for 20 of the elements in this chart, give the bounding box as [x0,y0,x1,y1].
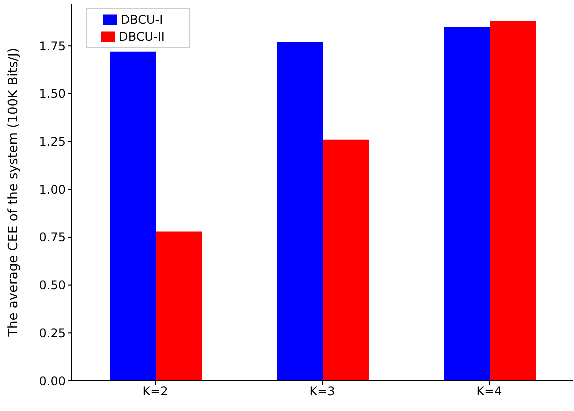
bar [323,140,369,381]
y-tick-label: 1.75 [39,39,66,54]
y-tick-label: 1.00 [39,182,66,197]
bar [277,42,323,381]
bar [444,26,490,381]
y-axis-title: The average CEE of the system (100K Bits/J) [6,48,22,338]
x-tick-label: K=2 [142,384,168,399]
y-tick-label: 1.50 [39,87,66,102]
y-tick-label: 0.25 [39,326,66,340]
bar [110,52,156,381]
legend-label: DBCU-I [120,13,164,27]
y-tick-label: 1.25 [39,135,66,150]
y-tick-label: 0.00 [39,374,66,388]
x-tick-label: K=4 [476,384,502,399]
y-tick-label: 0.50 [39,278,66,293]
y-tick-label: 0.75 [39,230,66,245]
bar [490,21,536,381]
x-tick-label: K=3 [310,384,336,399]
legend-label: DBCU-II [119,30,165,44]
bar [156,232,202,381]
